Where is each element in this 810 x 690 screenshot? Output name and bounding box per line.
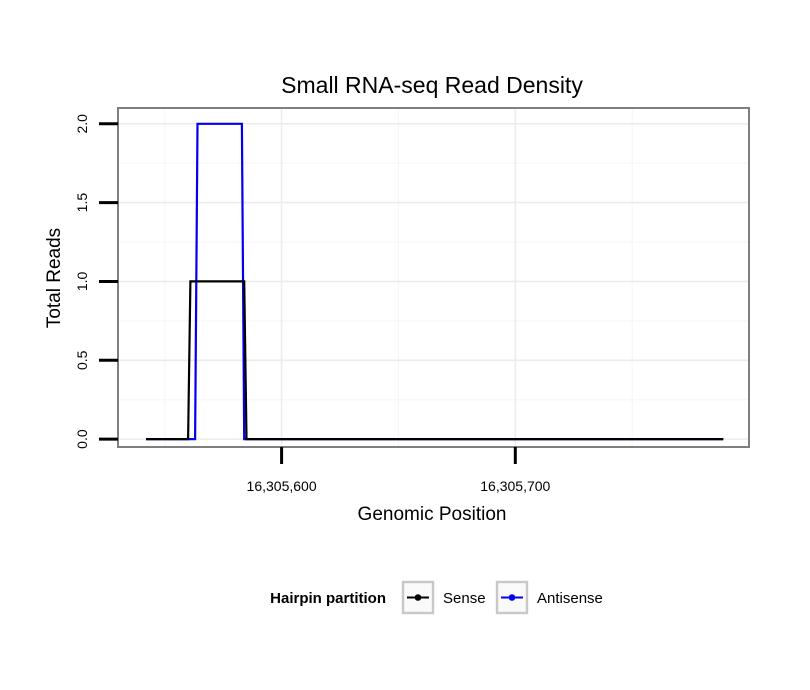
series-lines: [146, 122, 724, 441]
y-tick-label: 0.5: [74, 350, 90, 370]
legend-label: Antisense: [537, 590, 603, 607]
series-line-sense: [146, 280, 724, 441]
y-tick-label: 2.0: [74, 114, 90, 134]
chart-title: Small RNA-seq Read Density: [281, 72, 583, 98]
x-tick-label: 16,305,700: [480, 478, 550, 494]
legend-title: Hairpin partition: [270, 590, 386, 607]
x-tick-label: 16,305,600: [247, 478, 317, 494]
plot-panel: [118, 108, 749, 447]
x-axis-ticks: 16,305,600 16,305,700: [247, 447, 551, 494]
legend-item-sense: Sense: [401, 580, 486, 615]
y-tick-label: 1.5: [74, 193, 90, 213]
x-axis-title: Genomic Position: [358, 504, 507, 525]
legend-key-point: [508, 594, 516, 601]
y-axis-title: Total Reads: [44, 228, 65, 328]
y-tick-label: 1.0: [74, 271, 90, 291]
legend: Hairpin partition Sense Antisense: [270, 580, 603, 615]
y-tick-label: 0.0: [74, 429, 90, 449]
y-axis-ticks: 0.0 0.5 1.0 1.5 2.0: [74, 114, 118, 449]
legend-item-antisense: Antisense: [495, 580, 603, 615]
legend-label: Sense: [443, 590, 486, 607]
plot-border: [117, 107, 750, 448]
legend-key-point: [414, 594, 422, 601]
plot-panel-background: [118, 108, 749, 447]
